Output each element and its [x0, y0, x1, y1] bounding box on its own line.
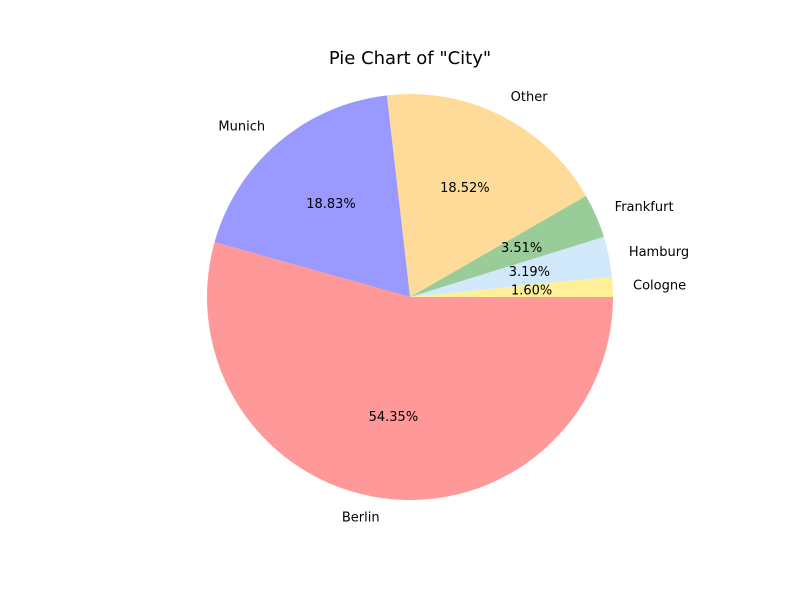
pie-percent-label-other: 18.52%	[440, 181, 490, 196]
pie-category-label-hamburg: Hamburg	[629, 245, 689, 260]
pie-percent-label-hamburg: 3.19%	[509, 265, 550, 280]
pie-percent-labels: 1.60% 3.19% 3.51% 18.52% 18.83% 54.35%	[306, 181, 552, 425]
pie-slice-munich	[214, 95, 410, 297]
pie-slice-other	[386, 94, 587, 298]
pie-slice-frankfurt	[410, 195, 604, 297]
pie-category-label-cologne: Cologne	[633, 278, 686, 293]
pie-slice-berlin	[206, 242, 613, 501]
pie-slice-hamburg	[410, 236, 612, 297]
pie-slice-cologne	[410, 276, 613, 297]
pie-percent-label-frankfurt: 3.51%	[501, 241, 542, 256]
pie-category-label-other: Other	[511, 90, 549, 105]
chart-title: Pie Chart of "City"	[329, 48, 491, 69]
pie-category-label-berlin: Berlin	[342, 511, 380, 526]
pie-category-label-munich: Munich	[218, 120, 265, 135]
pie-category-labels: Cologne Hamburg Frankfurt Other Munich Berlin	[218, 90, 689, 526]
pie-percent-label-cologne: 1.60%	[511, 283, 552, 298]
pie-slices	[206, 94, 613, 501]
pie-percent-label-berlin: 54.35%	[369, 410, 419, 425]
pie-percent-label-munich: 18.83%	[306, 197, 356, 212]
pie-category-label-frankfurt: Frankfurt	[615, 200, 674, 215]
